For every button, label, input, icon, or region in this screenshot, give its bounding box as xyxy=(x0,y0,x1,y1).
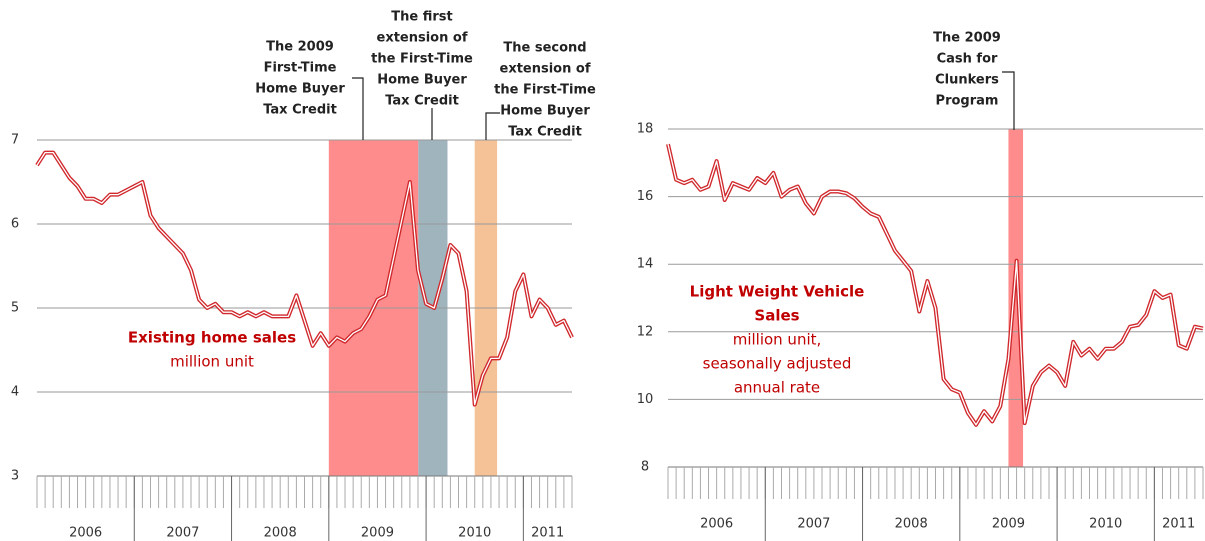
y-tick-label: 3 xyxy=(11,469,19,484)
annotation: The second xyxy=(503,41,586,56)
series-label: Sales xyxy=(754,307,799,325)
series-unit: million unit xyxy=(170,353,254,371)
annotation-leader xyxy=(1002,71,1015,130)
line-series-inner xyxy=(36,151,573,406)
x-tick-label: 2009 xyxy=(361,526,394,541)
annotation: Tax Credit xyxy=(263,103,337,118)
annotation: extension of xyxy=(377,31,468,46)
annotation: extension of xyxy=(500,62,591,77)
y-tick-label: 16 xyxy=(637,189,654,204)
annotation: Home Buyer xyxy=(500,104,590,119)
annotation: First-Time xyxy=(264,61,337,76)
annotation: The first xyxy=(391,10,452,25)
y-tick-label: 14 xyxy=(637,257,654,272)
y-tick-label: 12 xyxy=(637,324,654,339)
y-tick-label: 5 xyxy=(11,301,19,316)
series-unit: annual rate xyxy=(734,379,820,397)
annotation: the First-Time xyxy=(494,83,596,98)
line-series-inner xyxy=(667,144,1204,426)
highlight-band xyxy=(1008,129,1024,467)
x-tick-label: 2010 xyxy=(1089,517,1122,532)
annotation-leader xyxy=(485,112,500,140)
annotation: the First-Time xyxy=(371,52,473,67)
series-label: Existing home sales xyxy=(128,329,296,347)
y-tick-label: 7 xyxy=(11,133,19,148)
x-tick-label: 2010 xyxy=(458,526,491,541)
x-tick-label: 2011 xyxy=(1162,517,1195,532)
annotation: Home Buyer xyxy=(377,73,467,88)
annotation: Program xyxy=(936,94,999,109)
y-tick-label: 6 xyxy=(11,217,19,232)
x-tick-label: 2008 xyxy=(264,526,297,541)
annotation-leader xyxy=(352,77,364,140)
x-tick-label: 2009 xyxy=(992,517,1025,532)
y-tick-label: 10 xyxy=(637,392,654,407)
x-tick-label: 2006 xyxy=(69,526,102,541)
annotation: Clunkers xyxy=(935,73,999,88)
annotation: Cash for xyxy=(937,52,998,67)
series-label: Light Weight Vehicle xyxy=(690,283,865,301)
annotation: Tax Credit xyxy=(508,125,582,140)
annotation: Tax Credit xyxy=(385,94,459,109)
annotation: The 2009 xyxy=(933,31,1001,46)
chart-panel: 3 4 5 6 7 2006 2007 2008 2009 2010 2011 Existing ho… xyxy=(11,10,596,541)
series-unit: seasonally adjusted xyxy=(703,355,852,373)
series-unit: million unit, xyxy=(733,331,822,349)
x-tick-label: 2007 xyxy=(166,526,199,541)
x-tick-label: 2007 xyxy=(797,517,830,532)
y-tick-label: 4 xyxy=(11,385,19,400)
x-tick-label: 2006 xyxy=(700,517,733,532)
annotation: Home Buyer xyxy=(255,82,345,97)
x-tick-label: 2011 xyxy=(531,526,564,541)
y-tick-label: 18 xyxy=(637,122,654,137)
chart-panel: 8 10 12 14 16 18 2006 2007 2008 2009 2010 2011 Light… xyxy=(637,31,1204,541)
y-tick-label: 8 xyxy=(641,460,649,475)
x-tick-label: 2008 xyxy=(895,517,928,532)
annotation: The 2009 xyxy=(266,40,334,55)
